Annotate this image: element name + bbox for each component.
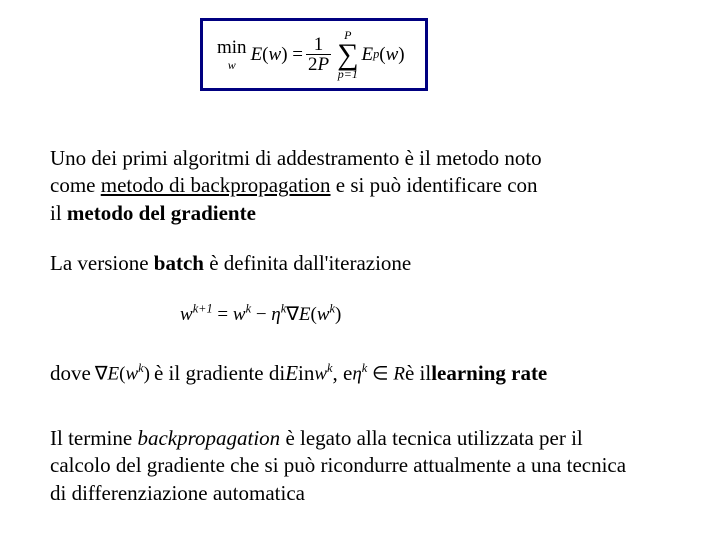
sum-lower: p=1 bbox=[338, 68, 358, 80]
p3-eta-sym: η bbox=[352, 363, 361, 384]
p2-c: è definita dall'iterazione bbox=[204, 251, 411, 275]
p3-mid4: è il bbox=[405, 360, 431, 387]
paren-close-2: ) bbox=[398, 44, 404, 66]
p3-E: E bbox=[108, 363, 120, 384]
p4-backprop: backpropagation bbox=[137, 426, 280, 450]
p1-line2a: come bbox=[50, 173, 101, 197]
p2-batch: batch bbox=[154, 251, 204, 275]
fraction: 1 2P bbox=[306, 35, 331, 74]
min-operator: min w bbox=[217, 38, 247, 71]
iter-w1: w bbox=[180, 304, 193, 325]
p3-dove: dove bbox=[50, 360, 91, 387]
paragraph-1: Uno dei primi algoritmi di addestramento… bbox=[50, 145, 690, 227]
iter-eq-body: wk+1 = wk − ηk∇E(wk) bbox=[180, 304, 341, 325]
iter-minus: − bbox=[251, 304, 271, 325]
summation: P ∑ p=1 bbox=[337, 29, 358, 80]
iter-E: E bbox=[299, 304, 311, 325]
p3-mid1: è il gradiente di bbox=[154, 360, 285, 387]
paragraph-3: dove ∇E(wk) è il gradiente di E in wk , … bbox=[50, 360, 690, 387]
p1-line1: Uno dei primi algoritmi di addestramento… bbox=[50, 146, 542, 170]
frac-den: 2P bbox=[306, 54, 331, 74]
paren-close: ) = bbox=[281, 44, 303, 66]
p1-gradient-method: metodo del gradiente bbox=[67, 201, 256, 225]
iter-sup-k1: k+1 bbox=[193, 302, 213, 316]
E-symbol: E bbox=[251, 44, 263, 66]
iter-w3: w bbox=[317, 304, 330, 325]
p4-d: calcolo del gradiente che si può ricondu… bbox=[50, 453, 626, 477]
frac-den-var: P bbox=[317, 54, 329, 75]
frac-num: 1 bbox=[312, 35, 326, 54]
paragraph-2: La versione batch è definita dall'iteraz… bbox=[50, 250, 690, 277]
p3-nabla-icon: ∇ bbox=[95, 363, 108, 384]
p4-e: di differenziazione automatica bbox=[50, 481, 305, 505]
min-subscript: w bbox=[228, 59, 236, 71]
p3-in: ∈ bbox=[367, 363, 393, 384]
objective-equation: min w E ( w ) = 1 2P P ∑ p=1 E p ( w ) bbox=[217, 29, 405, 80]
Ep-symbol: E bbox=[361, 44, 373, 66]
p1-line3a: il bbox=[50, 201, 67, 225]
p3-w: w bbox=[125, 363, 138, 384]
p3-w2: w bbox=[314, 363, 327, 384]
paragraph-4: Il termine backpropagation è legato alla… bbox=[50, 425, 690, 507]
objective-equation-box: min w E ( w ) = 1 2P P ∑ p=1 E p ( w ) bbox=[200, 18, 428, 91]
p1-backprop-term: metodo di backpropagation bbox=[101, 173, 331, 197]
p2-a: La versione bbox=[50, 251, 154, 275]
p4-c: è legato alla tecnica utilizzata per il bbox=[280, 426, 583, 450]
p3-learning-rate: learning rate bbox=[431, 360, 547, 387]
iter-eta: η bbox=[271, 304, 280, 325]
p3-R: R bbox=[393, 363, 405, 384]
p3-gradE: ∇E(wk) bbox=[95, 360, 150, 387]
iter-equals: = bbox=[213, 304, 233, 325]
p4-a: Il termine bbox=[50, 426, 137, 450]
iter-w2: w bbox=[233, 304, 246, 325]
p1-line2c: e si può identificare con bbox=[331, 173, 538, 197]
p3-mid2: in bbox=[298, 360, 314, 387]
nabla-icon: ∇ bbox=[286, 304, 299, 325]
w-arg-2: w bbox=[386, 44, 399, 66]
p3-mid3: , e bbox=[333, 360, 353, 387]
p3-E2: E bbox=[285, 360, 298, 387]
iteration-equation: wk+1 = wk − ηk∇E(wk) bbox=[180, 300, 690, 328]
p3-eta: ηk ∈ R bbox=[352, 360, 405, 387]
w-arg: w bbox=[269, 44, 282, 66]
p3-wk: wk bbox=[314, 360, 332, 387]
sigma-icon: ∑ bbox=[337, 41, 358, 68]
min-label: min bbox=[217, 38, 247, 57]
